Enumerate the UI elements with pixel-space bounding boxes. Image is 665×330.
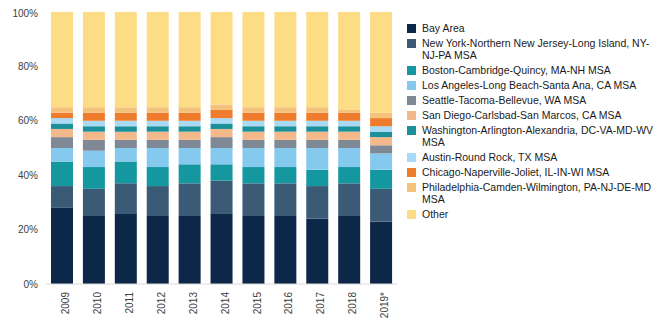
svg-text:40%: 40% [18, 170, 38, 181]
svg-text:2010: 2010 [92, 292, 103, 315]
html-text:Other: Other [422, 208, 449, 220]
svg-text:2014: 2014 [220, 292, 231, 315]
svg-text:2016: 2016 [283, 292, 294, 315]
svg-text:2012: 2012 [156, 292, 167, 315]
html-text:Boston-Cambridge-Quincy, MA-NH: Boston-Cambridge-Quincy, MA-NH MSA [422, 64, 611, 76]
svg-text:2017: 2017 [315, 292, 326, 315]
svg-text:2018: 2018 [347, 292, 358, 315]
svg-text:80%: 80% [18, 61, 38, 72]
html-text:Seattle-Tacoma-Bellevue, WA MS: Seattle-Tacoma-Bellevue, WA MSA [422, 94, 587, 106]
svg-text:60%: 60% [18, 115, 38, 126]
html-text:New York-Northern New Jersey-L: New York-Northern New Jersey-Long Island… [422, 37, 650, 61]
html-text:Philadelphia-Camden-Wilmington: Philadelphia-Camden-Wilmington, PA-NJ-DE… [422, 181, 652, 205]
html-text:Los Angeles-Long Beach-Santa A: Los Angeles-Long Beach-Santa Ana, CA MSA [422, 79, 637, 91]
html-text:Bay Area: Bay Area [422, 22, 465, 34]
svg-text:20%: 20% [18, 224, 38, 235]
svg-text:2009: 2009 [60, 292, 71, 315]
svg-text:2011: 2011 [124, 292, 135, 314]
svg-text:2013: 2013 [188, 292, 199, 315]
svg-text:2015: 2015 [252, 292, 263, 315]
html-text:Austin-Round Rock, TX MSA: Austin-Round Rock, TX MSA [422, 151, 558, 163]
svg-text:0%: 0% [24, 279, 39, 290]
svg-text:100%: 100% [12, 8, 38, 19]
html-text:San Diego-Carlsbad-San Marcos,: San Diego-Carlsbad-San Marcos, CA MSA [422, 109, 622, 121]
svg-text:2019*: 2019* [379, 292, 390, 318]
html-text:Chicago-Naperville-Joliet, IL-: Chicago-Naperville-Joliet, IL-IN-WI MSA [422, 166, 610, 178]
html-text:Washington-Arlington-Alexandri: Washington-Arlington-Alexandria, DC-VA-M… [422, 124, 654, 148]
